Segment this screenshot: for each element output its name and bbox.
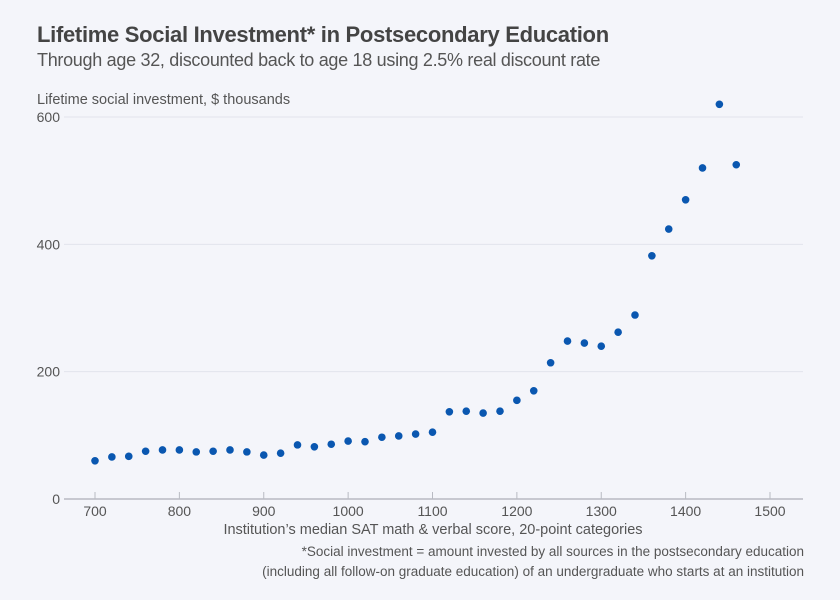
x-tick-label: 1500 — [754, 503, 785, 519]
data-point — [428, 428, 437, 436]
y-tick-label: 400 — [37, 236, 61, 252]
data-point — [361, 437, 369, 446]
x-tick-label: 800 — [168, 503, 192, 519]
data-point — [243, 448, 251, 456]
data-point — [513, 396, 521, 405]
data-point — [192, 448, 201, 456]
x-axis-label: Institution’s median SAT math & verbal s… — [223, 522, 642, 538]
y-tick-label: 0 — [52, 491, 60, 507]
data-point — [158, 446, 167, 454]
data-point — [91, 457, 99, 465]
data-point — [732, 160, 741, 169]
data-point — [631, 311, 639, 319]
chart-title: Lifetime Social Investment* in Postsecon… — [37, 22, 609, 47]
data-point — [141, 447, 150, 456]
y-tick-label: 600 — [37, 109, 61, 125]
data-point — [698, 164, 707, 172]
x-tick-label: 1100 — [417, 503, 447, 519]
footnote-line-1: *Social investment = amount invested by … — [301, 544, 804, 559]
data-point — [310, 442, 319, 451]
data-point — [563, 337, 572, 345]
data-point — [394, 432, 403, 440]
x-tick-label: 900 — [252, 503, 276, 519]
data-point — [108, 453, 116, 461]
data-point — [344, 437, 352, 445]
y-tick-label: 200 — [37, 364, 61, 380]
x-tick-label: 1200 — [501, 503, 532, 519]
data-point — [479, 409, 487, 417]
data-point — [715, 100, 724, 109]
data-point — [614, 328, 622, 336]
data-point — [226, 446, 234, 454]
data-point — [327, 440, 336, 449]
chart-subtitle: Through age 32, discounted back to age 1… — [37, 50, 601, 70]
data-point — [648, 251, 656, 260]
data-point — [580, 339, 589, 347]
data-point — [411, 430, 420, 438]
x-tick-label: 1000 — [333, 503, 364, 519]
data-point — [664, 225, 673, 233]
data-point — [209, 447, 217, 456]
data-point — [529, 386, 538, 395]
x-tick-label: 1400 — [670, 503, 701, 519]
data-point — [276, 449, 285, 457]
data-point — [175, 446, 184, 454]
footnote-line-2: (including all follow-on graduate educat… — [262, 564, 804, 579]
data-point — [259, 451, 268, 459]
data-point — [445, 407, 454, 416]
data-point — [496, 407, 504, 415]
data-point — [597, 342, 606, 351]
data-point — [293, 441, 302, 449]
x-tick-label: 1300 — [586, 503, 617, 519]
data-point — [124, 452, 133, 461]
data-point — [681, 195, 690, 204]
y-axis-label: Lifetime social investment, $ thousands — [37, 92, 290, 108]
data-point — [546, 358, 555, 367]
data-point — [378, 433, 386, 442]
x-tick-label: 700 — [83, 503, 107, 519]
data-point — [462, 407, 471, 415]
